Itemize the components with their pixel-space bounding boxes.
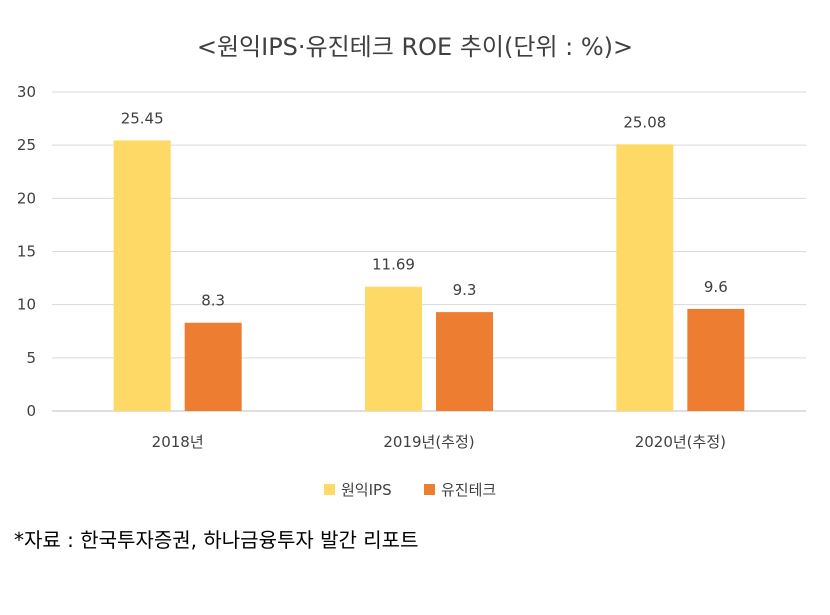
data-label: 11.69 — [372, 256, 415, 274]
y-axis-ticks: 0 5 10 15 20 25 30 — [17, 83, 36, 420]
data-label: 9.3 — [453, 281, 477, 299]
legend: 원익IPS 유진테크 — [324, 481, 496, 499]
y-tick-label: 25 — [17, 136, 36, 154]
y-tick-label: 10 — [17, 296, 36, 314]
data-label: 25.08 — [623, 113, 666, 131]
y-tick-label: 30 — [17, 83, 36, 101]
legend-swatch — [424, 484, 435, 495]
bar — [184, 322, 242, 411]
category-label: 2020년(추정) — [635, 433, 726, 451]
source-note: *자료 : 한국투자증권, 하나금융투자 발간 리포트 — [14, 528, 419, 552]
bar — [436, 312, 493, 411]
bars — [113, 140, 745, 412]
bar — [687, 308, 745, 411]
data-label: 25.45 — [121, 109, 164, 127]
legend-swatch — [324, 484, 335, 495]
legend-label: 원익IPS — [341, 481, 392, 499]
chart-title: <원익IPS·유진테크 ROE 추이(단위 : %)> — [197, 33, 633, 61]
category-label: 2018년 — [152, 433, 204, 451]
bar — [616, 144, 674, 412]
bar — [365, 286, 422, 411]
gridlines — [52, 91, 806, 412]
y-tick-label: 15 — [17, 243, 36, 261]
data-label: 8.3 — [201, 292, 225, 310]
y-tick-label: 0 — [26, 402, 36, 420]
data-labels: 25.45 8.3 11.69 9.3 25.08 9.6 — [121, 109, 728, 309]
legend-label: 유진테크 — [441, 481, 496, 499]
category-label: 2019년(추정) — [383, 433, 474, 451]
bar — [113, 140, 171, 412]
y-tick-label: 20 — [17, 189, 36, 207]
data-label: 9.6 — [704, 278, 728, 296]
x-axis-categories: 2018년 2019년(추정) 2020년(추정) — [152, 433, 726, 451]
y-tick-label: 5 — [26, 349, 36, 367]
